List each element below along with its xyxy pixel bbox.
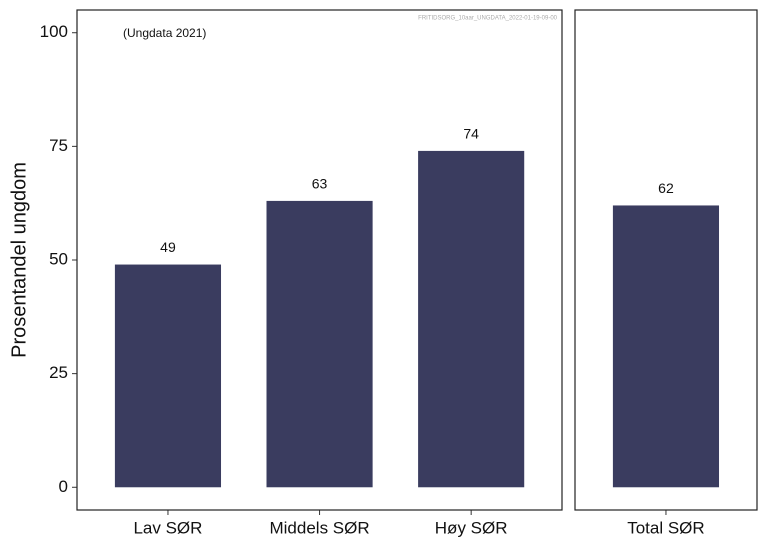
- watermark: FRITIDSORG_10aar_UNGDATA_2022-01-19-09-0…: [418, 16, 557, 22]
- x-tick-label: Høy SØR: [435, 518, 508, 537]
- annotation: (Ungdata 2021): [123, 26, 206, 40]
- y-axis-label: Prosentandel ungdom: [8, 162, 30, 358]
- panel-border: [574, 9, 758, 511]
- x-tick-label: Total SØR: [627, 518, 704, 537]
- bar: [418, 150, 525, 488]
- y-tick-label: 25: [49, 363, 68, 382]
- bar: [114, 264, 222, 488]
- x-tick-label: Middels SØR: [269, 518, 369, 537]
- y-tick-label: 100: [40, 22, 68, 41]
- value-label: 74: [463, 126, 479, 142]
- y-tick-label: 50: [49, 249, 68, 268]
- y-tick-label: 75: [49, 136, 68, 155]
- value-label: 63: [312, 176, 328, 192]
- value-label: 62: [658, 180, 674, 196]
- bar: [612, 205, 720, 488]
- bar: [266, 200, 373, 488]
- value-label: 49: [160, 239, 176, 255]
- x-tick-label: Lav SØR: [133, 518, 202, 537]
- y-tick-label: 0: [59, 477, 68, 496]
- panel-border: [76, 9, 563, 511]
